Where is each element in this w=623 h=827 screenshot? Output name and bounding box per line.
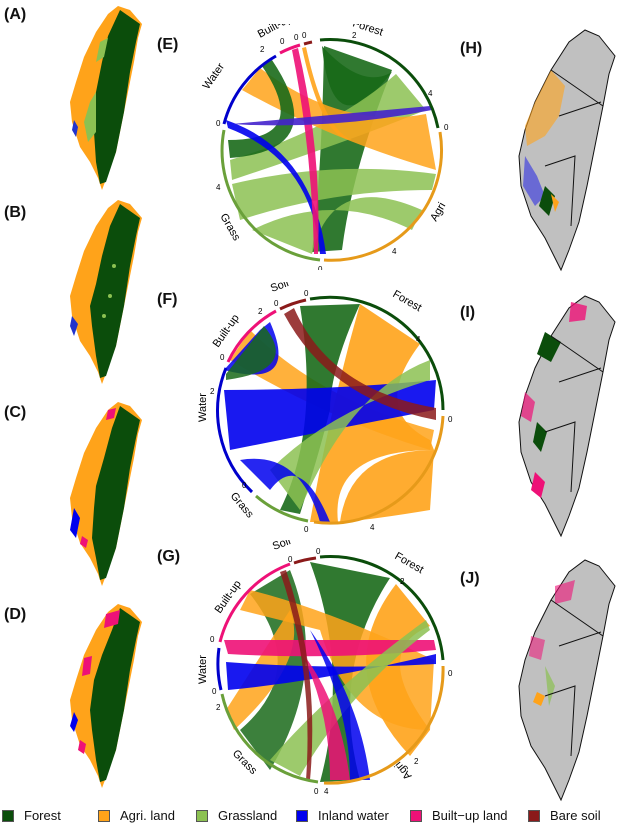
sector-label-agri: Agri — [428, 201, 448, 224]
tick-label: 0 — [210, 635, 215, 644]
sector-label-builtup: Built-up — [213, 578, 244, 615]
tick-label: 0 — [444, 123, 449, 132]
tick-label: 0 — [304, 525, 309, 532]
tick-label: 0 — [216, 119, 221, 128]
tick-label: 0 — [302, 31, 307, 40]
legend-label: Forest — [24, 808, 61, 823]
chord-diagram-g: Forest Agri Grass Water Built-up Soil 2 … — [197, 540, 453, 796]
sector-label-soil: Soil — [271, 540, 292, 553]
panel-label-h: (H) — [460, 40, 483, 57]
sector-label-water: Water — [197, 393, 209, 422]
legend-item-agri: Agri. land — [98, 808, 175, 823]
landcover-map-c — [70, 402, 142, 586]
legend: Forest Agri. land Grassland Inland water… — [0, 808, 623, 826]
tick-label: 2 — [216, 703, 221, 712]
legend-label: Bare soil — [550, 808, 601, 823]
sector-label-forest: Forest — [393, 550, 426, 576]
swatch-water-icon — [296, 809, 308, 822]
tick-label: 0 — [280, 37, 285, 46]
tick-label: 0 — [212, 687, 217, 696]
legend-item-water: Inland water — [296, 808, 389, 823]
swatch-grassland-icon — [196, 809, 208, 822]
legend-label: Built−up land — [432, 808, 508, 823]
sector-label-forest: Forest — [391, 288, 424, 314]
tick-label: 0 — [304, 289, 309, 298]
sector-label-grass: Grass — [217, 212, 242, 244]
landcover-map-a — [70, 6, 142, 190]
tick-label: 0 — [294, 33, 299, 42]
panel-label-i: (I) — [460, 304, 476, 321]
panel-label-a: (A) — [4, 6, 27, 23]
change-map-h — [518, 29, 616, 272]
chord-diagram-e: Forest Agri Grass Water Built-up 2 4 0 4… — [201, 24, 449, 270]
legend-label: Inland water — [318, 808, 389, 823]
change-map-j — [518, 559, 616, 802]
legend-item-forest: Forest — [2, 808, 61, 823]
tick-label: 2 — [260, 45, 265, 54]
swatch-forest-icon — [2, 809, 14, 822]
swatch-agri-icon — [98, 809, 110, 822]
landcover-map-b — [70, 200, 142, 384]
legend-label: Agri. land — [120, 808, 175, 823]
legend-label: Grassland — [218, 808, 278, 823]
tick-label: 0 — [288, 555, 293, 564]
change-map-i — [518, 295, 616, 538]
tick-label: 2 — [414, 757, 419, 766]
tick-label: 2 — [258, 307, 263, 316]
legend-item-grassland: Grassland — [196, 808, 277, 823]
panel-label-b: (B) — [4, 204, 27, 221]
sector-label-water: Water — [197, 655, 209, 684]
tick-label: 4 — [324, 787, 329, 796]
tick-label: 4 — [416, 335, 421, 344]
tick-label: 4 — [428, 89, 433, 98]
sector-label-soil: Soil — [269, 282, 290, 295]
tick-label: 4 — [392, 247, 397, 256]
swatch-builtup-icon — [410, 809, 422, 822]
tick-label: 0 — [448, 669, 453, 678]
panel-label-d: (D) — [4, 606, 27, 623]
sector-label-water: Water — [201, 61, 228, 92]
legend-item-baresoil: Bare soil — [528, 808, 601, 823]
swatch-baresoil-icon — [528, 809, 540, 822]
tick-label: 0 — [316, 547, 321, 556]
tick-label: 4 — [370, 523, 375, 532]
panel-label-e: (E) — [157, 36, 179, 53]
tick-label: 2 — [400, 577, 405, 586]
landcover-map-d — [70, 604, 142, 788]
tick-label: 0 — [242, 481, 247, 490]
tick-label: 2 — [210, 387, 215, 396]
panel-label-j: (J) — [460, 570, 480, 587]
tick-label: 0 — [274, 299, 279, 308]
panel-label-c: (C) — [4, 404, 27, 421]
panel-label-g: (G) — [157, 548, 181, 565]
legend-item-builtup: Built−up land — [410, 808, 508, 823]
chord-diagram-f: Forest Agri Grass Water Built-up Soil 4 … — [197, 282, 453, 532]
sector-label-grass: Grass — [228, 490, 256, 521]
sector-label-builtup: Built-up — [256, 24, 295, 41]
tick-label: 4 — [216, 183, 221, 192]
tick-label: 0 — [318, 265, 323, 270]
panel-label-f: (F) — [157, 291, 178, 308]
tick-label: 0 — [314, 787, 319, 796]
tick-label: 0 — [448, 415, 453, 424]
tick-label: 0 — [220, 353, 225, 362]
tick-label: 2 — [352, 31, 357, 40]
